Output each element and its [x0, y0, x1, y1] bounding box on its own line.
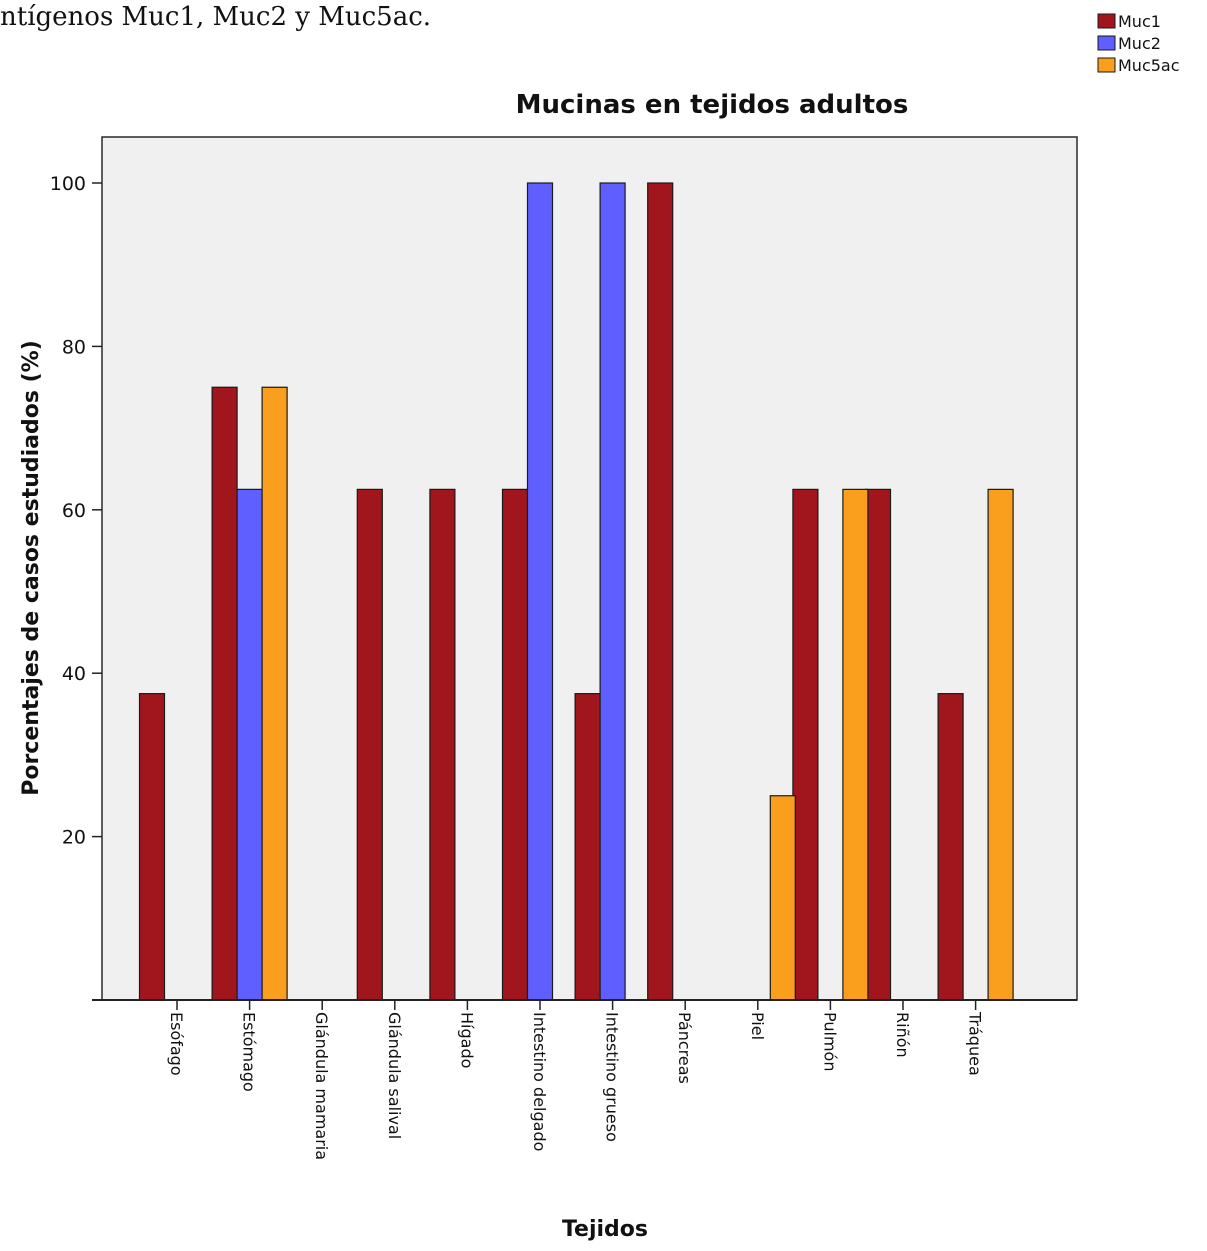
bar-muc5ac-9 — [842, 488, 869, 1001]
bar-muc1-11 — [937, 693, 964, 1001]
bar-muc1-7 — [647, 182, 674, 1001]
bar-muc1-4 — [429, 488, 456, 1001]
bar-muc1-0 — [138, 693, 166, 1001]
x-tick-label: Pulmón — [820, 1012, 839, 1071]
x-tick-label: Esófago — [167, 1012, 186, 1076]
legend-swatch-muc2 — [1097, 35, 1116, 51]
x-tick-label: Tráquea — [966, 1011, 985, 1076]
y-axis-label: Porcentajes de casos estudiados (%) — [19, 340, 44, 796]
x-tick-label: Páncreas — [675, 1012, 694, 1084]
y-tick-label: 60 — [62, 500, 86, 522]
x-tick-label: Glándula mamaria — [312, 1012, 331, 1160]
y-tick-label: 40 — [62, 663, 86, 685]
x-tick-label: Glándula salival — [385, 1012, 404, 1139]
bar-muc1-1 — [211, 386, 238, 1001]
legend-label: Muc1 — [1118, 12, 1161, 31]
bar-muc5ac-1 — [261, 386, 288, 1001]
bar-muc1-9 — [792, 488, 819, 1001]
y-tick-label: 20 — [62, 827, 86, 849]
x-tick-label: Intestino grueso — [603, 1012, 622, 1142]
bar-muc1-5 — [501, 488, 529, 1001]
bar-muc2-6 — [599, 182, 626, 1001]
y-tick-label: 100 — [50, 173, 86, 195]
x-tick-label: Hígado — [457, 1012, 476, 1068]
bar-series-group — [138, 182, 1014, 1001]
legend-swatch-muc1 — [1097, 13, 1116, 29]
bar-muc5ac-8 — [769, 795, 796, 1001]
y-axis-ticks: 20 40 60 80 100 — [50, 173, 102, 849]
chart-title: Mucinas en tejidos adultos — [516, 90, 909, 120]
x-axis-ticks: Esófago Estómago Glándula mamaria Glándula … — [167, 1000, 985, 1160]
x-tick-label: Riñón — [893, 1012, 912, 1058]
bar-muc1-10 — [864, 488, 892, 1001]
y-tick-label: 80 — [62, 336, 86, 358]
bar-muc1-3 — [356, 488, 383, 1001]
bar-muc2-5 — [526, 182, 554, 1001]
bar-muc2-1 — [236, 488, 263, 1001]
x-tick-label: Intestino delgado — [530, 1012, 549, 1151]
bar-muc5ac-11 — [987, 488, 1014, 1001]
document-text-fragment: ntígenos Muc1, Muc2 y Muc5ac. — [0, 2, 432, 32]
legend-swatch-muc5ac — [1097, 57, 1116, 73]
legend-label: Muc5ac — [1118, 56, 1180, 75]
x-axis-label: Tejidos — [562, 1217, 648, 1242]
x-tick-label: Estómago — [240, 1012, 259, 1092]
bar-muc1-6 — [574, 693, 601, 1001]
x-tick-label: Piel — [748, 1012, 767, 1040]
legend-label: Muc2 — [1118, 34, 1161, 53]
legend: Muc1 Muc2 Muc5ac — [1093, 4, 1207, 111]
